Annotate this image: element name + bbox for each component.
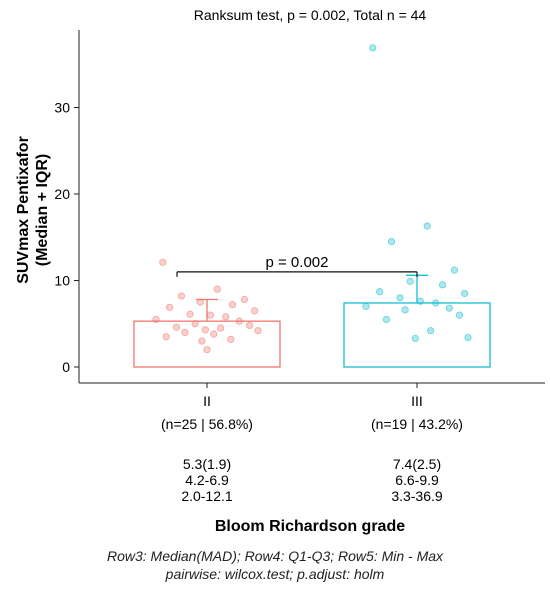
data-point-II [251,307,259,315]
data-point-II [166,303,174,311]
data-point-II [206,311,214,319]
data-point-III [375,288,384,296]
data-point-II [235,317,243,325]
data-point-II [177,292,186,300]
data-point-III [369,44,377,52]
footnote-line-2: pairwise: wilcox.test; p.adjust: holm [165,566,385,582]
data-point-III [423,222,431,230]
data-point-III [460,289,469,298]
data-point-II [201,326,209,334]
data-point-III [401,306,409,314]
data-point-II [240,295,248,304]
data-point-II [228,301,237,309]
x-tick-label-III: III [411,393,423,409]
y-axis-subtitle: (Median + IQR) [34,154,51,266]
data-point-II [254,327,262,335]
data-point-III [426,327,435,335]
data-point-II [213,285,221,293]
data-point-III [411,334,419,343]
significance-label: p = 0.002 [266,254,329,271]
data-point-II [186,310,194,318]
data-point-II [203,346,211,354]
stat-row-3-II: 5.3(1.9) [183,456,231,472]
footnote-line-1: Row3: Median(MAD); Row4: Q1-Q3; Row5: Mi… [106,548,444,564]
data-point-II [181,328,189,336]
y-tick-label-30: 30 [54,100,70,116]
data-point-II [210,330,218,338]
data-point-III [445,304,453,312]
stat-row-5-II: 2.0-12.1 [181,488,233,504]
data-point-III [455,311,464,319]
data-point-III [438,281,447,289]
data-point-III [396,294,404,302]
data-point-III [450,266,458,274]
stat-row-4-II: 4.2-6.9 [185,472,229,488]
data-point-III [464,333,472,342]
data-point-II [217,324,225,332]
data-point-II [227,335,235,343]
stat-row-5-III: 3.3-36.9 [391,488,443,504]
group-count-III: (n=19 | 43.2%) [371,416,463,432]
data-point-III [382,315,390,324]
data-point-II [159,258,167,266]
y-tick-label-20: 20 [54,186,70,202]
data-point-III [362,302,370,311]
stat-row-4-III: 6.6-9.9 [395,472,439,488]
data-point-II [152,315,160,324]
data-point-II [196,298,204,306]
y-tick-label-10: 10 [54,273,70,289]
data-point-III [387,237,396,246]
data-point-III [406,277,414,285]
data-point-III [432,299,440,307]
data-point-II [191,320,199,328]
chart-title: Ranksum test, p = 0.002, Total n = 44 [194,7,427,23]
x-tick-label-II: II [203,393,211,409]
stat-row-3-III: 7.4(2.5) [393,456,441,472]
data-point-II [198,337,206,345]
y-tick-label-0: 0 [62,359,70,375]
data-point-II [172,323,180,331]
y-axis-title: SUVmax Pentixafor [15,136,32,284]
data-point-III [416,297,424,305]
group-count-II: (n=25 | 56.8%) [161,416,253,432]
data-point-II [222,313,230,321]
data-point-II [162,333,170,341]
data-point-II [245,321,254,330]
x-axis-title: Bloom Richardson grade [215,518,405,535]
